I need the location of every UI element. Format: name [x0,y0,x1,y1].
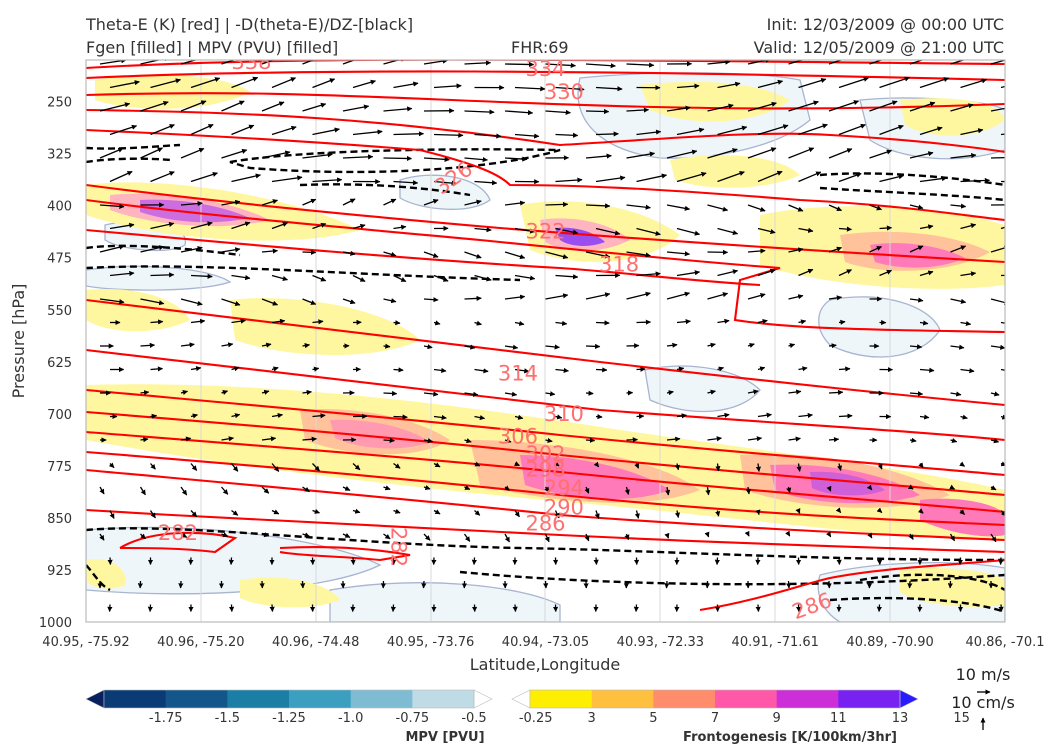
colorbar-swatch [289,690,352,708]
init-time: Init: 12/03/2009 @ 00:00 UTC [767,15,1004,34]
x-tick-label: 40.95, -75.92 [42,635,129,650]
theta-e-label: 282 [158,521,198,545]
x-tick-label: 40.95, -73.76 [387,635,474,650]
valid-time: Valid: 12/05/2009 @ 21:00 UTC [754,38,1004,57]
theta-e-label: 282 [386,527,410,567]
colorbar-swatch [591,690,654,708]
y-tick-label: 400 [47,200,72,215]
colorbar-extension [899,689,919,709]
theta-e-label: 334 [525,57,565,81]
colorbar-swatch [776,690,839,708]
x-tick-label: 40.93, -72.33 [617,635,704,650]
plot-frame [85,59,1006,623]
fgen-colorbar-label: Frontogenesis [K/100km/3hr] [683,730,897,745]
x-axis: 40.95, -75.92 40.96, -75.20 40.96, -74.48 4… [42,635,1044,650]
mpv-colorbar-label: MPV [PVU] [405,730,484,745]
theta-e-label: 330 [544,80,584,104]
colorbar-swatch [412,690,475,708]
wind-key-vertical-label: 10 cm/s [951,693,1015,712]
theta-e-label: 306 [498,425,538,449]
colorbar-tick-label: 7 [711,711,719,726]
y-tick-label: 550 [47,304,72,319]
x-tick-label: 40.89, -70.90 [846,635,933,650]
colorbar-tick-label: 9 [773,711,781,726]
x-axis-label: Latitude,Longitude [470,655,621,674]
colorbar-tick-label: 15 [953,711,970,726]
colorbar-extension [511,689,531,709]
colorbar-tick-label: 11 [830,711,847,726]
colorbar-swatch [350,690,413,708]
theta-e-label: 294 [544,476,584,500]
forecast-hour: FHR:69 [511,38,569,57]
x-tick-label: 40.91, -71.61 [732,635,819,650]
y-tick-label: 700 [47,408,72,423]
theta-e-label: 302 [525,442,565,466]
colorbar-swatch [715,690,778,708]
title-line-2: Fgen [filled] | MPV (PVU) [filled] [86,38,338,57]
theta-e-label: 338 [231,50,271,74]
colorbar-tick-label: -1.75 [149,711,183,726]
wind-key: 10 m/s 10 cm/s [951,665,1015,730]
theta-e-label: 298 [525,457,565,481]
title-line-1: Theta-E (K) [red] | -D(theta-E)/DZ-[blac… [85,15,413,34]
colorbar-swatch [227,690,290,708]
wind-key-horizontal-label: 10 m/s [956,665,1011,684]
fgen-colorbar: 3 5 7 9 11 13 15 [511,689,970,726]
colorbar-tick-label: 3 [588,711,596,726]
colorbar-tick-label: -1.0 [338,711,363,726]
colorbar-tick-label: 5 [649,711,657,726]
x-tick-label: 40.86, -70.1 [965,635,1044,650]
colorbar-tick-label: 13 [892,711,909,726]
mpv-colorbar: -1.75 -1.5 -1.25 -1.0 -0.75 -0.5 -0.25 [85,689,553,726]
theta-e-label: 318 [599,253,639,277]
y-axis: 250 325 400 475 550 625 700 775 850 925 1000 [39,96,72,631]
y-tick-label: 325 [47,148,72,163]
theta-e-label: 290 [544,496,584,520]
colorbar-tick-label: -0.5 [461,711,486,726]
x-tick-label: 40.96, -74.48 [272,635,359,650]
colorbar-extension [473,689,493,709]
colorbar-tick-label: -1.25 [272,711,306,726]
x-tick-label: 40.96, -75.20 [157,635,244,650]
y-axis-label: Pressure [hPa] [9,284,28,399]
colorbar-swatch [653,690,716,708]
colorbar-swatch [165,690,228,708]
plot-area: 338 3343303263223183143103063022982942902… [86,50,1005,622]
y-tick-label: 775 [47,460,72,475]
theta-e-label: 322 [525,219,565,243]
colorbar-swatch [104,690,167,708]
y-tick-label: 250 [47,96,72,111]
colorbar-extension [85,689,105,709]
colorbar-tick-label: -0.75 [396,711,430,726]
theta-e-label: 314 [498,362,538,386]
y-tick-label: 925 [47,564,72,579]
theta-e-labels: 338 3343303263223183143103063022982942902… [158,50,835,622]
y-tick-label: 475 [47,252,72,267]
colorbar-tick-label: -0.25 [519,711,553,726]
colorbar-swatch [530,690,593,708]
colorbar-swatch [838,690,901,708]
colorbar-tick-label: -1.5 [215,711,240,726]
y-tick-label: 625 [47,356,72,371]
y-tick-label: 850 [47,512,72,527]
x-tick-label: 40.94, -73.05 [502,635,589,650]
theta-e-label: 310 [544,402,584,426]
wind-vectors [97,60,1005,613]
y-tick-label: 1000 [39,616,72,631]
theta-e-label: 286 [525,511,565,535]
